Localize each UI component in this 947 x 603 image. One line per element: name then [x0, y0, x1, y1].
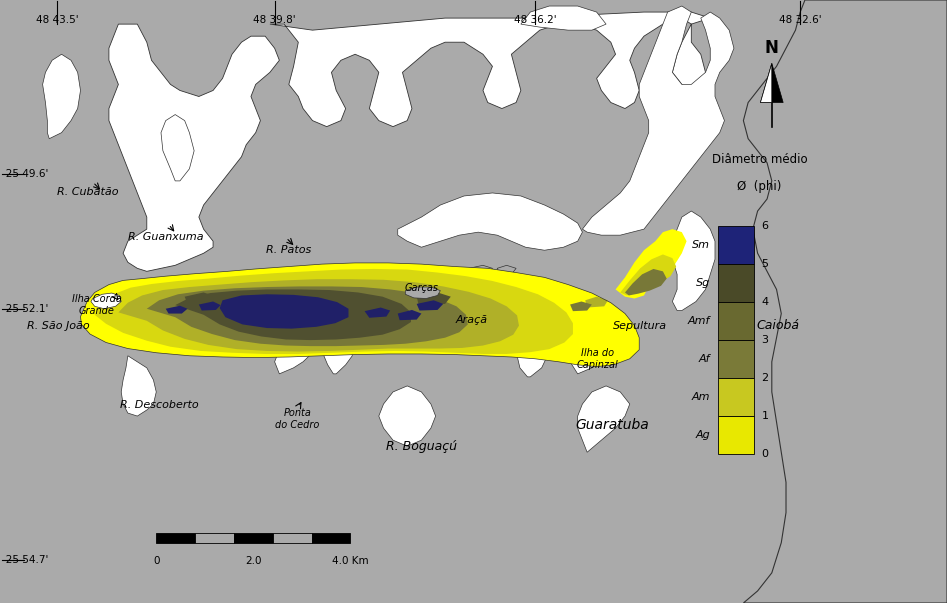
Bar	[718, 378, 754, 416]
Bar	[312, 533, 350, 543]
Polygon shape	[123, 295, 147, 306]
Polygon shape	[760, 63, 772, 103]
Text: -25 54.7': -25 54.7'	[2, 555, 48, 564]
Polygon shape	[118, 279, 519, 352]
Polygon shape	[582, 6, 734, 235]
Polygon shape	[760, 63, 783, 103]
Polygon shape	[80, 263, 639, 367]
Text: Araçã: Araçã	[456, 315, 488, 324]
Text: R. São João: R. São João	[27, 321, 90, 330]
Polygon shape	[275, 302, 327, 374]
Text: Garças: Garças	[404, 283, 438, 292]
Text: Af: Af	[699, 354, 710, 364]
Bar	[718, 416, 754, 454]
Text: Guaratuba: Guaratuba	[575, 417, 649, 432]
Text: Sepultura: Sepultura	[613, 321, 668, 330]
Text: 48 39.8': 48 39.8'	[253, 15, 296, 25]
Polygon shape	[121, 356, 156, 416]
Polygon shape	[620, 254, 676, 295]
Polygon shape	[43, 54, 80, 139]
Text: -25 52.1': -25 52.1'	[2, 304, 48, 314]
Polygon shape	[185, 292, 216, 304]
Text: 2.0: 2.0	[245, 556, 261, 566]
Polygon shape	[147, 286, 468, 346]
Bar	[718, 226, 754, 264]
Polygon shape	[585, 297, 608, 308]
Polygon shape	[398, 193, 582, 250]
Polygon shape	[220, 294, 348, 329]
Text: R. Patos: R. Patos	[266, 245, 312, 254]
Polygon shape	[625, 269, 667, 295]
Polygon shape	[743, 0, 947, 603]
Text: 4.0 Km: 4.0 Km	[332, 556, 368, 566]
Polygon shape	[398, 310, 421, 320]
Polygon shape	[417, 292, 451, 305]
Bar	[195, 533, 234, 543]
Polygon shape	[521, 6, 606, 30]
Text: 1: 1	[761, 411, 768, 421]
Text: 5: 5	[761, 259, 768, 269]
Text: 48 36.2': 48 36.2'	[513, 15, 557, 25]
Bar	[156, 533, 195, 543]
Polygon shape	[497, 265, 516, 274]
Polygon shape	[166, 306, 188, 314]
Polygon shape	[469, 265, 492, 274]
Text: 2: 2	[761, 373, 769, 383]
Bar	[718, 264, 754, 302]
Polygon shape	[578, 386, 630, 452]
Polygon shape	[417, 300, 443, 311]
Bar	[718, 302, 754, 340]
Text: Amf: Amf	[688, 316, 710, 326]
Polygon shape	[256, 305, 294, 356]
Text: Ø  (phi): Ø (phi)	[738, 180, 781, 193]
Polygon shape	[161, 115, 194, 181]
Text: 6: 6	[761, 221, 768, 231]
Bar	[718, 340, 754, 378]
Text: Ilha do
Capinzal: Ilha do Capinzal	[577, 348, 618, 370]
Polygon shape	[405, 287, 440, 298]
Text: -25 49.6': -25 49.6'	[2, 169, 48, 178]
Polygon shape	[324, 338, 352, 374]
Polygon shape	[568, 332, 604, 374]
Polygon shape	[379, 386, 436, 446]
Text: 4: 4	[761, 297, 769, 307]
Polygon shape	[616, 229, 687, 298]
Text: 0: 0	[761, 449, 768, 459]
Polygon shape	[109, 24, 279, 271]
Polygon shape	[336, 294, 367, 306]
Text: R. Descoberto: R. Descoberto	[119, 400, 199, 410]
Text: R. Cubatão: R. Cubatão	[58, 187, 118, 197]
Text: Ag: Ag	[695, 430, 710, 440]
Polygon shape	[672, 211, 715, 311]
Text: 48 43.5': 48 43.5'	[35, 15, 79, 25]
Text: Am: Am	[691, 392, 710, 402]
Text: 48 32.6': 48 32.6'	[778, 15, 822, 25]
Text: Diâmetro médio: Diâmetro médio	[712, 153, 807, 166]
Polygon shape	[95, 269, 573, 354]
Polygon shape	[270, 12, 710, 127]
Text: R. Guanxuma: R. Guanxuma	[128, 232, 204, 242]
Text: N: N	[765, 39, 778, 57]
Polygon shape	[365, 308, 390, 318]
Polygon shape	[199, 302, 221, 311]
Polygon shape	[517, 338, 547, 377]
Bar	[234, 533, 273, 543]
Text: Sm: Sm	[692, 240, 710, 250]
Text: Ponta
do Cedro: Ponta do Cedro	[276, 408, 319, 430]
Text: Caiobá: Caiobá	[757, 319, 800, 332]
Polygon shape	[570, 302, 592, 311]
Text: Sg: Sg	[696, 278, 710, 288]
Text: 0: 0	[153, 556, 159, 566]
Polygon shape	[175, 289, 411, 340]
Polygon shape	[91, 293, 121, 309]
Text: R. Boguaçú: R. Boguaçú	[386, 440, 456, 453]
Text: 3: 3	[761, 335, 768, 345]
Bar	[273, 533, 312, 543]
Text: Ilha Corda
Grande: Ilha Corda Grande	[72, 294, 121, 316]
